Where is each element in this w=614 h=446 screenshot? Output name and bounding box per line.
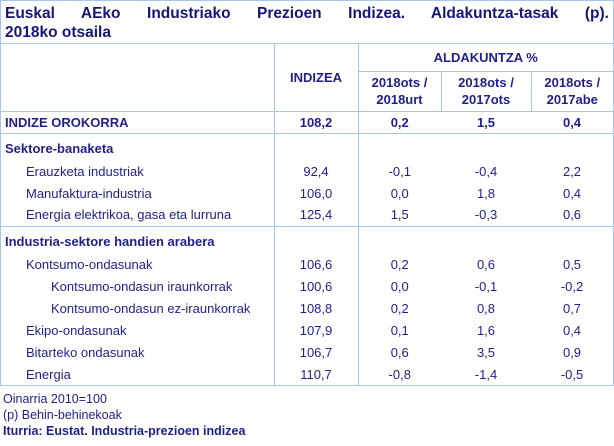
- index-value-cell: 106,7: [274, 341, 359, 363]
- change-value-cell: 0,6: [531, 204, 614, 227]
- table-row: Industria-sektore handien arabera: [1, 226, 613, 253]
- change-value-cell: 0,4: [562, 322, 582, 338]
- table-row: Sektore-banaketa: [1, 133, 613, 160]
- change-value-cell: 2,2: [562, 163, 582, 179]
- table-row: Ekipo-ondasunak 107,9 0,1 1,6 0,4: [1, 319, 613, 341]
- index-value-cell: 108,8: [274, 297, 359, 319]
- change-value-cell: [441, 133, 531, 160]
- row-label-cell: Kontsumo-ondasun iraunkorrak: [1, 275, 275, 297]
- change-value-cell: [358, 133, 441, 160]
- row-label-cell: Kontsumo-ondasunak: [1, 253, 275, 275]
- row-label-cell: Bitarteko ondasunak: [1, 341, 275, 363]
- change-value-cell: 1,5: [358, 204, 441, 227]
- index-value-cell: 92,4: [274, 160, 359, 182]
- change-value-cell: [531, 133, 613, 160]
- change-value-cell: 0,5: [562, 256, 582, 272]
- change-value-cell: -0,3: [441, 204, 531, 227]
- row-label-cell: Energia: [1, 363, 275, 385]
- index-column-header: INDIZEA: [274, 44, 359, 112]
- row-label-cell: Erauzketa industriak: [1, 160, 275, 182]
- change-group-header: ALDAKUNTZA %: [358, 44, 614, 72]
- index-value-cell: [274, 133, 359, 160]
- source-note: Iturria: Eustat. Industria-prezioen indi…: [3, 424, 246, 438]
- corner-cell: [1, 44, 275, 112]
- change-value-cell: -1,4: [474, 366, 498, 382]
- change-value-cell: 0,2: [390, 256, 409, 272]
- period-header-ytd: 2018ots / 2017abe: [531, 71, 614, 112]
- change-value-cell: 1,6: [476, 322, 496, 338]
- row-label-cell: Kontsumo-ondasun ez-iraunkorrak: [1, 297, 275, 319]
- row-label-cell: Ekipo-ondasunak: [1, 319, 275, 341]
- price-index-table: INDIZEA ALDAKUNTZA % 2018ots / 2018urt 2…: [1, 44, 614, 385]
- change-value-cell: 0,2: [390, 300, 409, 316]
- change-value-cell: 0,1: [390, 322, 409, 338]
- change-value-cell: 0,2: [358, 111, 441, 134]
- index-value-cell: 106,6: [274, 253, 359, 275]
- row-label-cell: Energia elektrikoa, gasa eta lurruna: [1, 204, 275, 227]
- row-label-cell: INDIZE OROKORRA: [1, 111, 275, 134]
- header-row-periods: 2018ots / 2018urt 2018ots / 2017ots 2018…: [1, 71, 614, 112]
- change-value-cell: 3,5: [476, 344, 496, 360]
- footnote-provisional: (p) Behin-behinekoak: [3, 408, 122, 422]
- change-value-cell: 1,8: [476, 185, 496, 201]
- change-value-cell: [441, 226, 531, 253]
- change-value-cell: 0,6: [390, 344, 409, 360]
- change-value-cell: [358, 226, 441, 253]
- change-value-cell: [531, 226, 613, 253]
- change-value-cell: 0,7: [562, 300, 582, 316]
- footnotes: Oinarria 2010=100 (p) Behin-behinekoak I…: [0, 386, 614, 439]
- period-header-month: 2018ots / 2018urt: [358, 71, 442, 112]
- change-value-cell: 0,8: [476, 300, 496, 316]
- index-value-cell: 106,0: [274, 182, 359, 204]
- table-row: Manufaktura-industria 106,0 0,0 1,8 0,4: [1, 182, 613, 204]
- table-row: Energia 110,7 -0,8 -1,4 -0,5: [1, 363, 613, 385]
- table-row: Energia elektrikoa, gasa eta lurruna 125…: [1, 204, 614, 227]
- table-row: Kontsumo-ondasun iraunkorrak 100,6 0,0 -…: [1, 275, 613, 297]
- page-title-line2: 2018ko otsaila: [5, 24, 111, 41]
- section-header-cell: Sektore-banaketa: [1, 133, 275, 160]
- page-title-line1: Euskal AEko Industriako Prezioen Indizea…: [5, 5, 609, 22]
- section-header-cell: Industria-sektore handien arabera: [1, 226, 275, 253]
- page-title: Euskal AEko Industriako Prezioen Indizea…: [1, 1, 613, 44]
- index-value-cell: 100,6: [274, 275, 359, 297]
- table-row: Kontsumo-ondasunak 106,6 0,2 0,6 0,5: [1, 253, 613, 275]
- change-value-cell: 0,4: [531, 111, 614, 134]
- footnote-base: Oinarria 2010=100: [3, 392, 107, 406]
- table-row: Erauzketa industriak 92,4 -0,1 -0,4 2,2: [1, 160, 613, 182]
- change-value-cell: -0,1: [474, 278, 498, 294]
- change-value-cell: -0,2: [560, 278, 584, 294]
- change-value-cell: 1,5: [441, 111, 531, 134]
- table-row: Bitarteko ondasunak 106,7 0,6 3,5 0,9: [1, 341, 613, 363]
- change-value-cell: 0,0: [390, 185, 409, 201]
- header-row-group: INDIZEA ALDAKUNTZA %: [1, 44, 614, 112]
- index-value-cell: 125,4: [274, 204, 359, 227]
- index-value-cell: 110,7: [274, 363, 359, 385]
- change-value-cell: 0,9: [562, 344, 582, 360]
- change-value-cell: 0,6: [476, 256, 496, 272]
- change-value-cell: -0,8: [388, 366, 411, 382]
- row-label-cell: Manufaktura-industria: [1, 182, 275, 204]
- table-row: Kontsumo-ondasun ez-iraunkorrak 108,8 0,…: [1, 297, 613, 319]
- index-value-cell: 107,9: [274, 319, 359, 341]
- change-value-cell: 0,0: [390, 278, 409, 294]
- index-value-cell: [274, 226, 359, 253]
- change-value-cell: 0,4: [562, 185, 582, 201]
- change-value-cell: -0,1: [388, 163, 411, 179]
- stats-table-frame: Euskal AEko Industriako Prezioen Indizea…: [0, 0, 614, 386]
- table-row: INDIZE OROKORRA 108,2 0,2 1,5 0,4: [1, 111, 614, 134]
- change-value-cell: -0,4: [474, 163, 498, 179]
- index-value-cell: 108,2: [274, 111, 359, 134]
- period-header-year: 2018ots / 2017ots: [441, 71, 532, 112]
- change-value-cell: -0,5: [560, 366, 584, 382]
